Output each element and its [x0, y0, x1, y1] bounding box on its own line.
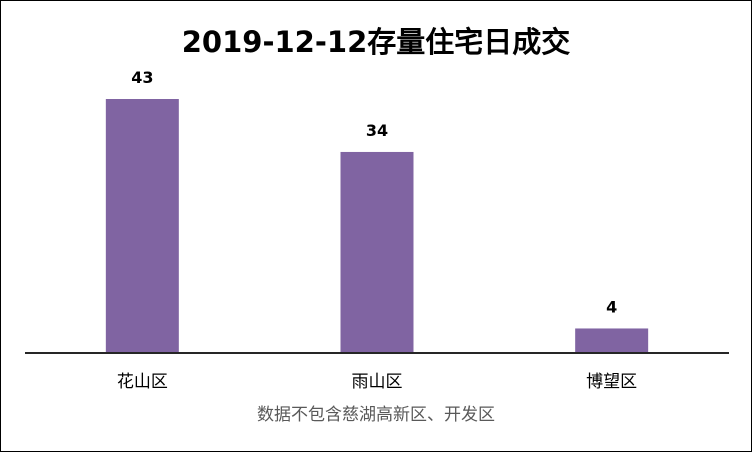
x-tick-label-1: 雨山区: [352, 372, 403, 392]
x-tick-label-0: 花山区: [117, 372, 168, 392]
bar-0: [105, 99, 179, 352]
bar-1: [340, 151, 414, 352]
bar-2: [575, 328, 649, 352]
data-label-2: 4: [606, 297, 617, 316]
data-label-0: 43: [131, 68, 153, 87]
x-tick-label-2: 博望区: [586, 372, 637, 392]
footnote: 数据不包含慈湖高新区、开发区: [257, 405, 495, 425]
data-label-1: 34: [366, 121, 388, 140]
chart-title: 2019-12-12存量住宅日成交: [181, 25, 571, 59]
